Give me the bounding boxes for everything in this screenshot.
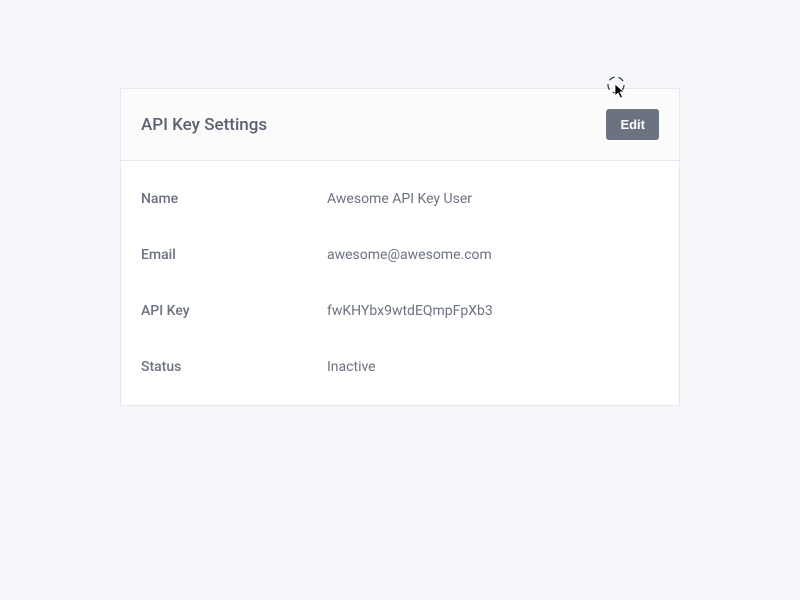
card-title: API Key Settings [141,115,267,135]
field-value-status: Inactive [327,359,376,375]
field-value-name: Awesome API Key User [327,191,472,207]
field-row-status: Status Inactive [121,339,679,395]
field-row-email: Email awesome@awesome.com [121,227,679,283]
field-value-api-key: fwKHYbx9wtdEQmpFpXb3 [327,303,493,319]
field-label-status: Status [141,359,327,375]
field-value-email: awesome@awesome.com [327,247,492,263]
field-row-name: Name Awesome API Key User [121,171,679,227]
field-label-email: Email [141,247,327,263]
field-label-name: Name [141,191,327,207]
card-body: Name Awesome API Key User Email awesome@… [121,161,679,405]
card-header: API Key Settings Edit [121,89,679,161]
edit-button[interactable]: Edit [606,109,659,140]
settings-card: API Key Settings Edit Name Awesome API K… [120,88,680,406]
field-row-api-key: API Key fwKHYbx9wtdEQmpFpXb3 [121,283,679,339]
field-label-api-key: API Key [141,303,327,319]
